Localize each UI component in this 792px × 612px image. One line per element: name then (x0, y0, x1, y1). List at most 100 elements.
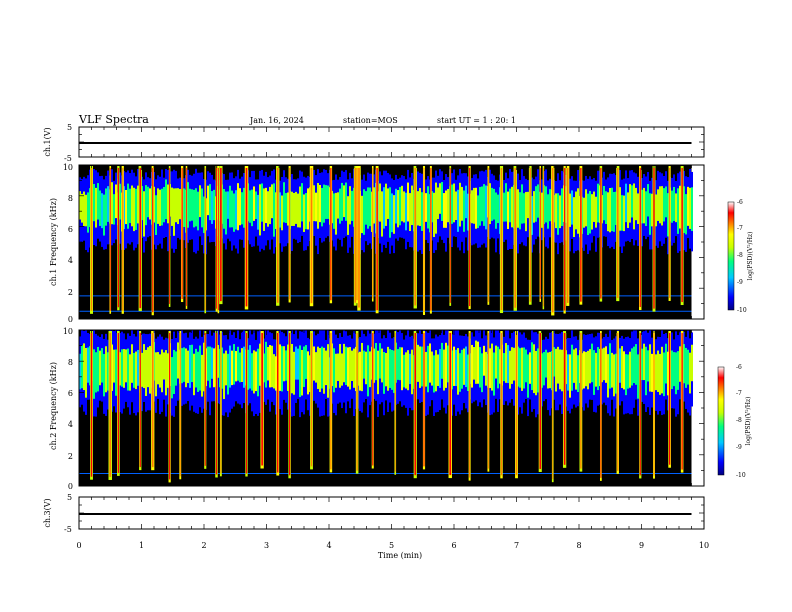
ch1-spectrogram-band-core (79, 191, 81, 220)
ch1-spectrogram-band-core (615, 191, 617, 225)
ch2-cb-tick-9: -9 (736, 444, 742, 451)
ch1-spectrogram-band-core (209, 184, 211, 221)
ch2-spectrogram-band-core (447, 345, 449, 383)
ch2-spectrogram-band-core (417, 344, 419, 382)
ch2-spectrogram-band-core (131, 344, 133, 383)
ch1-spectrogram-sferic-core (653, 168, 655, 309)
ch1-spectrogram-sferic-core (358, 168, 360, 308)
ch1-spectrogram-band-core (291, 191, 293, 226)
ch2-spectrogram-band-core (575, 348, 577, 390)
ch1-spectrogram-band-core (569, 193, 571, 227)
ch1-spectrogram-band-core (477, 195, 479, 229)
ch2-spectrogram-band-core (241, 348, 243, 382)
ch1-spectrogram-band-core (427, 186, 429, 229)
ch1-spectrogram-band-core (183, 188, 185, 228)
ch2-spectrogram-sferic-core (204, 333, 206, 466)
ch1-spectrogram-band-core (689, 187, 691, 229)
ch2-spectrogram-band-core (225, 350, 227, 386)
ch1-spectrogram-band-core (431, 191, 433, 223)
ch1-spectrogram-band-core (631, 185, 633, 218)
ch2-spectrogram-band-core (229, 345, 231, 388)
ch1-spectrogram-band-core (555, 193, 557, 229)
ch1-spectrogram-band-core (675, 193, 677, 223)
ch2-spectrogram-band-core (129, 354, 131, 391)
ch2-spectrogram-sferic-core (394, 333, 396, 472)
ch2-spectrogram-band-core (689, 352, 691, 394)
ch2-spectrogram-band-core (145, 349, 147, 396)
ch1-spectrogram-band-core (637, 193, 639, 224)
ch1-spectrogram-band-core (293, 192, 295, 226)
ch1-spectrogram-band-core (99, 190, 101, 226)
ch2-spectrogram-band-core (377, 350, 379, 395)
ch1-spectrogram-band-core (493, 188, 495, 220)
ch2-spectrogram-band-core (173, 349, 175, 395)
ch2-ytick-10: 10 (63, 327, 73, 336)
time-tick-label: 5 (389, 541, 394, 550)
ch2-spectrogram-band-core (601, 348, 603, 383)
ch1-spectrogram-band-core (189, 188, 191, 222)
ch1-spectrogram-band-core (83, 191, 85, 227)
ch2-spectrogram-band-core (271, 345, 273, 388)
ch2-spectrogram-band-core (595, 352, 597, 387)
ch1-spectrogram-band-core (201, 188, 203, 228)
ch2-spectrogram-sferic-core (289, 333, 291, 476)
ch2-spectrogram-ticks (78, 329, 705, 487)
ch2-spectrogram-band-core (571, 344, 573, 391)
ch2-spectrogram-band-core (597, 347, 599, 391)
ch2-spectrogram-band-core (549, 351, 551, 389)
ch2-spectrogram-band-core (95, 352, 97, 393)
ch1-spectrogram-band-core (535, 186, 537, 222)
ch1-spectrogram-band-core (141, 185, 143, 221)
ch2-spectrogram-band-core (435, 350, 437, 392)
ch1-spectrogram-sferic-core (529, 168, 531, 302)
ch2-spectrogram-image (79, 330, 693, 486)
ch1-spectrogram-band-core (387, 188, 389, 219)
ch1-spectrogram-band-core (161, 188, 163, 226)
ch2-spectrogram-band-core (517, 346, 519, 387)
ch1-spectrogram-band-core (133, 187, 135, 232)
ch2-spectrogram-band-core (239, 352, 241, 383)
ch1-spectrogram-band-core (285, 193, 287, 223)
ch2-spectrogram-sferic-core (90, 333, 93, 477)
ch1-spectrogram-band-core (235, 190, 237, 230)
ch1-spectrogram-band-core (281, 195, 283, 231)
ch1-spectrogram-band-core (633, 183, 635, 230)
ch1-spectrogram-band-core (595, 196, 597, 228)
ch2-spectrogram-band-core (643, 343, 645, 381)
ch2-spectrogram-band-core (683, 344, 685, 384)
ch1-spectrogram-band-core (607, 192, 609, 232)
ch2-spectrogram-sferic-core (117, 333, 120, 473)
ch2-spectrogram-sferic-core (109, 333, 112, 477)
ch2-spectrogram-band-core (197, 351, 199, 392)
ch1-spectrogram-band-core (337, 192, 339, 219)
ch2-spectrogram-band-core (291, 343, 293, 394)
ch1-spectrogram-band-core (503, 192, 505, 222)
ch1-spectrogram-sferic-core (639, 168, 641, 308)
ch1-spectrogram-band-core (687, 186, 689, 226)
ch2-spectrogram-band-core (677, 351, 679, 390)
ch1-spectrogram-sferic-core (354, 168, 356, 303)
ch1-spectrogram-band-core (275, 192, 277, 229)
ch2-spectrogram-band-core (553, 347, 555, 377)
ch1-spectrogram-band-core (257, 194, 259, 230)
ch2-spectrogram-band-core (171, 357, 173, 399)
ch1-spectrogram-band-core (659, 186, 661, 224)
ch1-spectrogram-band-core (401, 185, 403, 222)
ch1-spectrogram-band-core (339, 188, 341, 224)
ch2-spectrogram-band-core (531, 342, 533, 391)
ch2-spectrogram-band-core (249, 345, 251, 389)
ch2-spectrogram-band-core (213, 348, 215, 388)
ch1-spectrogram-band-core (301, 183, 303, 222)
ch1-spectrogram-sferic-core (542, 168, 544, 307)
ch2-spectrogram-band-core (663, 352, 665, 397)
ch2-spectrogram-band-core (349, 346, 351, 390)
ch2-spectrogram-sferic-core (414, 333, 417, 476)
ch2-spectrogram-band-core (569, 354, 571, 398)
ch1-spectrogram-band-core (405, 192, 407, 231)
ch2-spectrogram-band-core (479, 347, 481, 388)
ch2-spectrogram-band-core (187, 350, 189, 384)
ch2-spectrogram-band-core (685, 347, 687, 388)
ch2-spectrogram-band-core (345, 346, 347, 385)
ch1-spectrogram-band-core (243, 187, 245, 228)
